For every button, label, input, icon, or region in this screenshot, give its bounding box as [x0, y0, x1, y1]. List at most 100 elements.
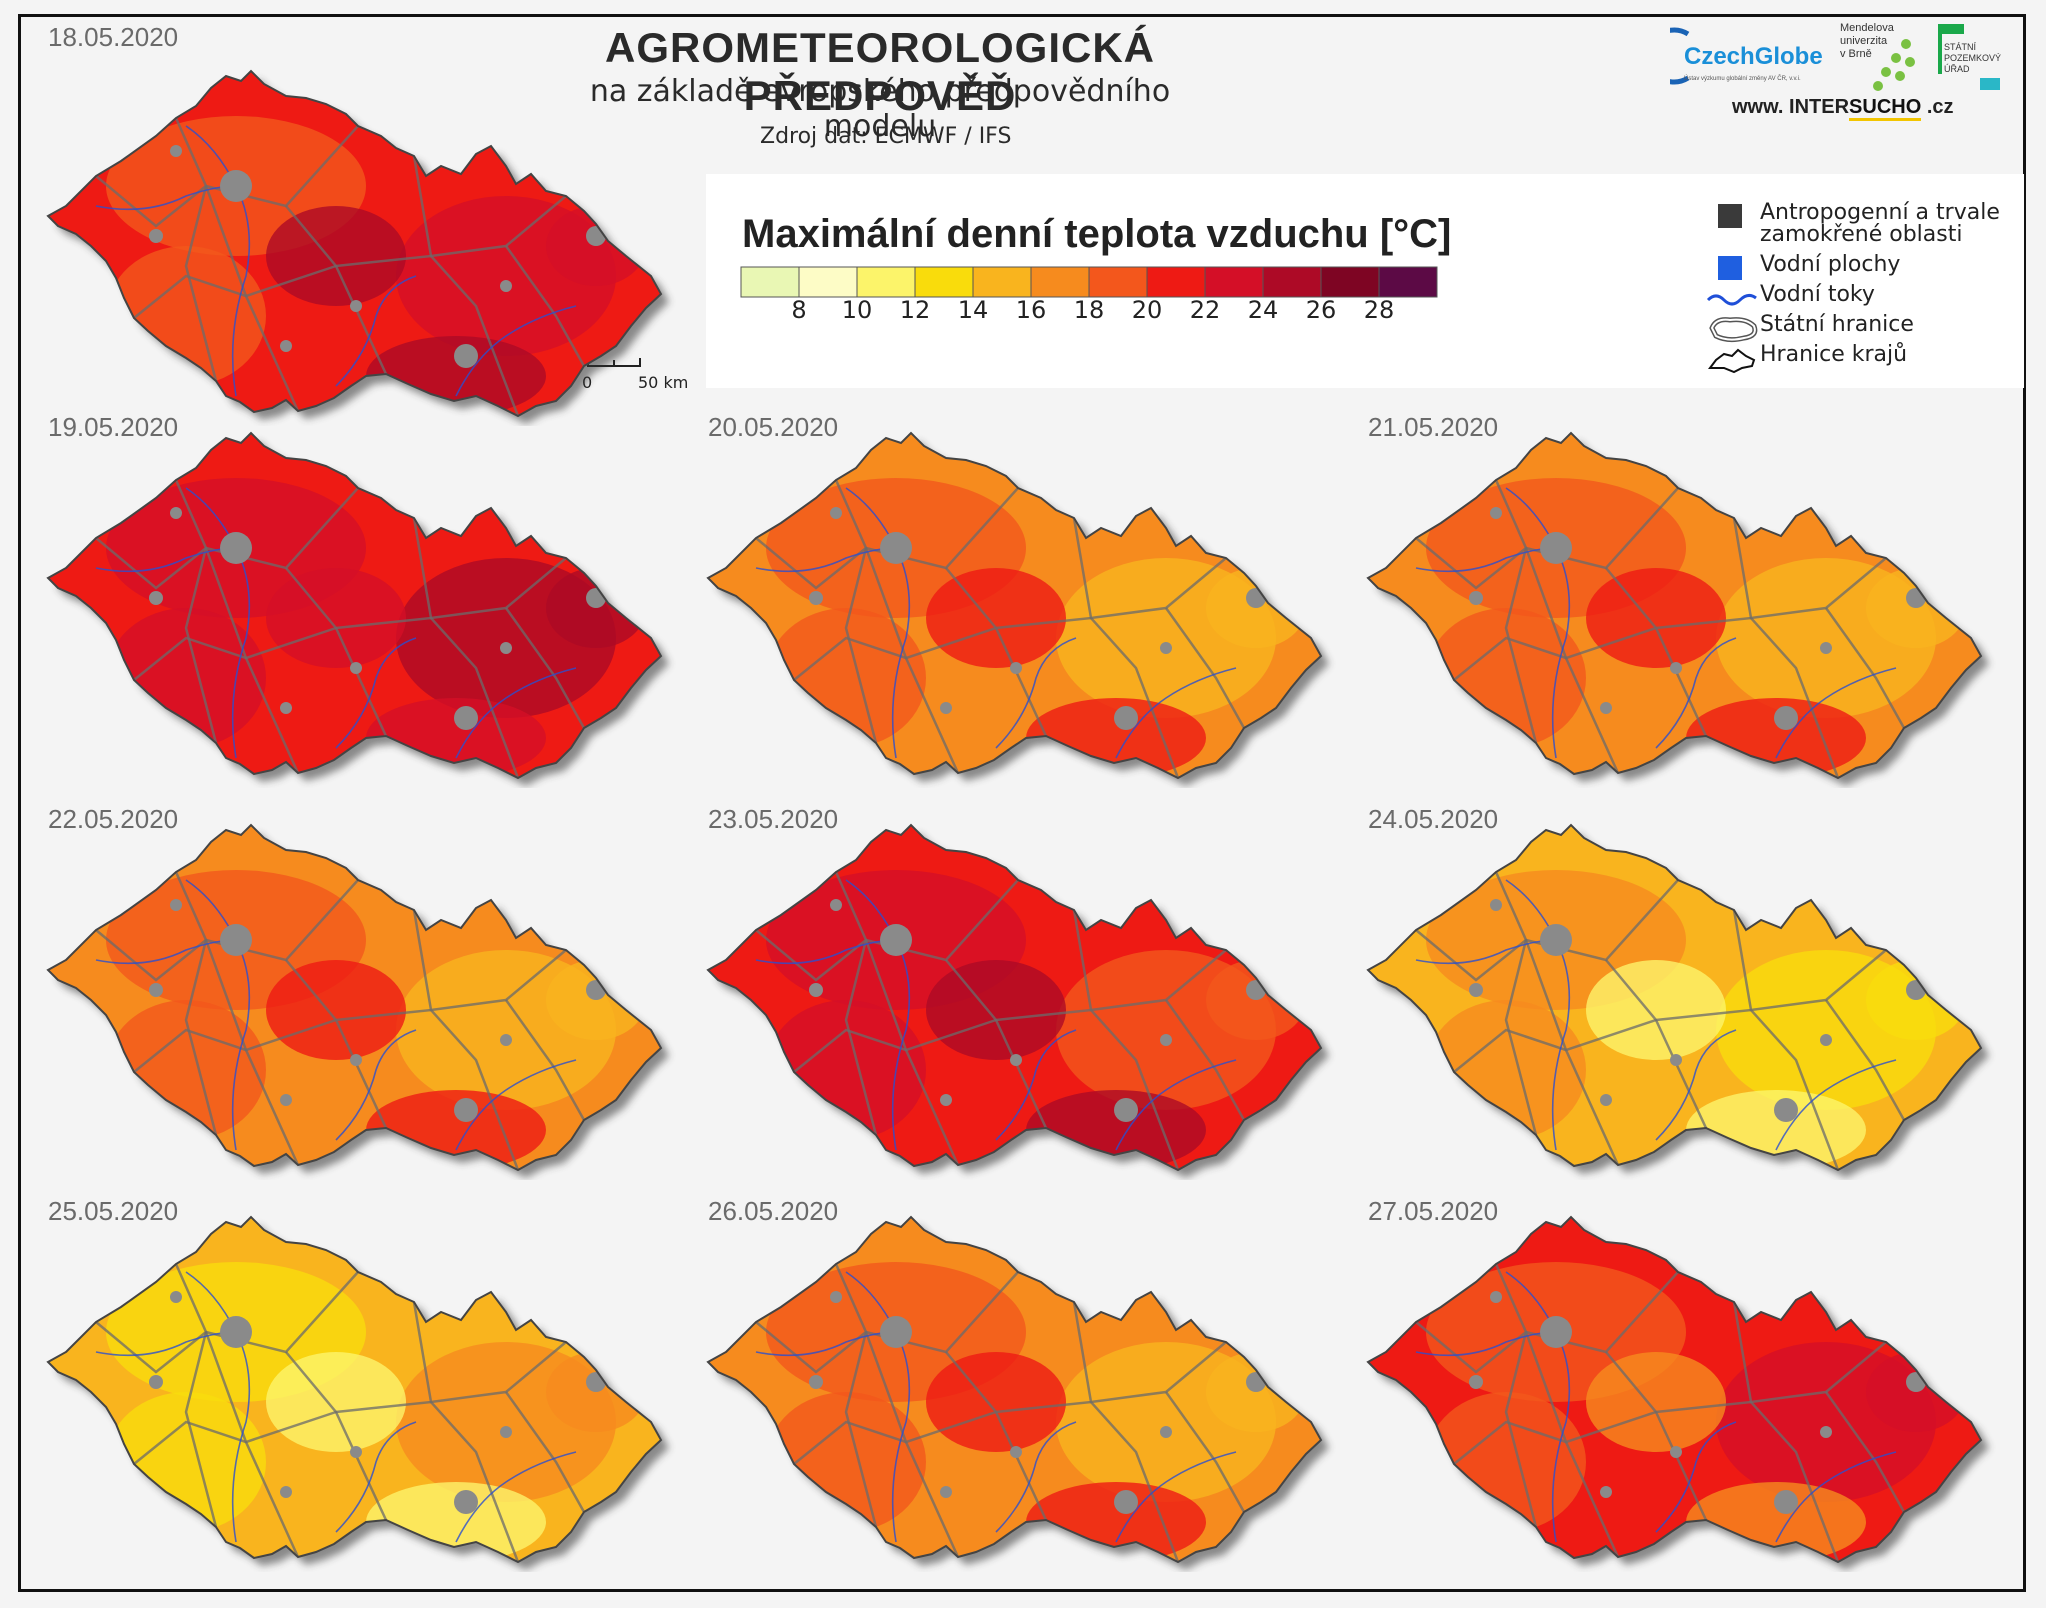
colorbar-tick-label: 24 — [1247, 296, 1279, 324]
region-border — [793, 1018, 997, 1073]
urban-area — [586, 226, 606, 246]
region-border — [504, 245, 586, 367]
urban-area — [350, 662, 362, 674]
urban-area — [220, 170, 252, 202]
urban-area — [1820, 642, 1832, 654]
data-source: Zdroj dat: ECMWF / IFS — [760, 124, 1012, 149]
temperature-map — [46, 431, 669, 786]
region-border — [1824, 999, 1906, 1121]
river — [845, 487, 911, 759]
state-border — [46, 1215, 663, 1564]
urban-area — [170, 1291, 182, 1303]
region-border — [1453, 1018, 1657, 1073]
urban-area — [1010, 662, 1022, 674]
urban-area — [586, 980, 606, 1000]
map-temperature-zone — [926, 568, 1066, 668]
colorbar-bin — [1204, 266, 1264, 298]
urban-area — [1906, 1372, 1926, 1392]
page-title: AGROMETEOROLOGICKÁ PŘEDPOVĚĎ — [605, 24, 1155, 119]
river — [1655, 637, 1737, 749]
map-date-label: 20.05.2020 — [708, 412, 839, 442]
region-border — [335, 1400, 520, 1562]
region-border — [1655, 616, 1840, 778]
colorbar-bin — [1262, 266, 1322, 298]
river — [1775, 1451, 1897, 1543]
urban-area — [940, 1486, 952, 1498]
urban-area — [1670, 662, 1682, 674]
region-border — [412, 155, 567, 258]
region-border — [1824, 607, 1906, 729]
czechglobe-wordmark: CzechGlobe — [1684, 43, 1823, 70]
region-border — [1824, 1391, 1906, 1513]
colorbar-bin — [856, 266, 916, 298]
map-temperature-zone — [266, 206, 406, 306]
region-border — [995, 1400, 1180, 1562]
urban-area — [500, 280, 512, 292]
mendel-university-logo: Mendelova univerzita v Brně — [1840, 22, 1920, 92]
urban-area — [170, 899, 182, 911]
urban-area — [350, 1054, 362, 1066]
colorbar-tick-label: 8 — [791, 296, 807, 324]
colorbar-bin — [740, 266, 800, 298]
region-border — [504, 1391, 586, 1513]
map-temperature-zone — [926, 1352, 1066, 1452]
map-date-label: 21.05.2020 — [1368, 412, 1499, 442]
state-border — [46, 823, 663, 1172]
legend-label-anthropogenic-2: zamokřené oblasti — [1760, 222, 1963, 247]
map-date-label: 23.05.2020 — [708, 804, 839, 834]
colorbar-tick-label: 16 — [1015, 296, 1047, 324]
urban-area — [500, 642, 512, 654]
state-border — [706, 823, 1323, 1172]
legend-label-state-border: Státní hranice — [1760, 312, 1914, 337]
colorbar-bin — [1146, 266, 1206, 298]
river — [185, 125, 251, 397]
region-border — [1655, 1008, 1840, 1170]
colorbar-bin — [798, 266, 858, 298]
map-date-label: 22.05.2020 — [48, 804, 179, 834]
colorbar-bin — [914, 266, 974, 298]
state-border — [46, 431, 663, 780]
urban-area — [350, 300, 362, 312]
water-body-icon — [1706, 254, 1762, 284]
spu-line-2: POZEMKOVÝ — [1944, 53, 2002, 63]
urban-area — [170, 507, 182, 519]
website-link[interactable]: www. INTERSUCHO .cz — [1732, 96, 1954, 121]
urban-area — [1820, 1426, 1832, 1438]
river — [455, 667, 577, 759]
urban-area — [1600, 702, 1612, 714]
temperature-map — [1366, 823, 1989, 1178]
region-border — [1164, 999, 1246, 1121]
region-border — [174, 479, 218, 744]
map-date-label: 19.05.2020 — [48, 412, 179, 442]
region-border — [412, 517, 567, 620]
region-border — [335, 616, 520, 778]
urban-area — [586, 588, 606, 608]
urban-area — [1670, 1446, 1682, 1458]
colorbar-bin — [972, 266, 1032, 298]
urban-area — [1160, 1426, 1172, 1438]
state-border — [706, 431, 1323, 780]
urban-area — [280, 1094, 292, 1106]
region-border — [793, 1410, 997, 1465]
urban-area — [880, 532, 912, 564]
page-subtitle: na základě evropského předpovědního mode… — [589, 74, 1171, 144]
region-border — [995, 1008, 1180, 1170]
mendel-line-1: Mendelova — [1840, 22, 1894, 34]
region-border — [412, 1301, 567, 1404]
river — [185, 487, 251, 759]
river — [1655, 1421, 1737, 1533]
river — [995, 637, 1077, 749]
region-border — [504, 999, 586, 1121]
region-border — [834, 479, 878, 744]
map-temperature-zone — [1586, 1352, 1726, 1452]
urban-area — [454, 1098, 478, 1122]
legend-label-anthropogenic: Antropogenní a trvale — [1760, 200, 2000, 225]
river — [455, 1059, 577, 1151]
temperature-map — [706, 431, 1329, 786]
urban-area — [454, 706, 478, 730]
urban-area — [1246, 588, 1266, 608]
urban-area — [1490, 899, 1502, 911]
urban-area — [586, 1372, 606, 1392]
region-border — [504, 607, 586, 729]
river — [185, 879, 251, 1151]
